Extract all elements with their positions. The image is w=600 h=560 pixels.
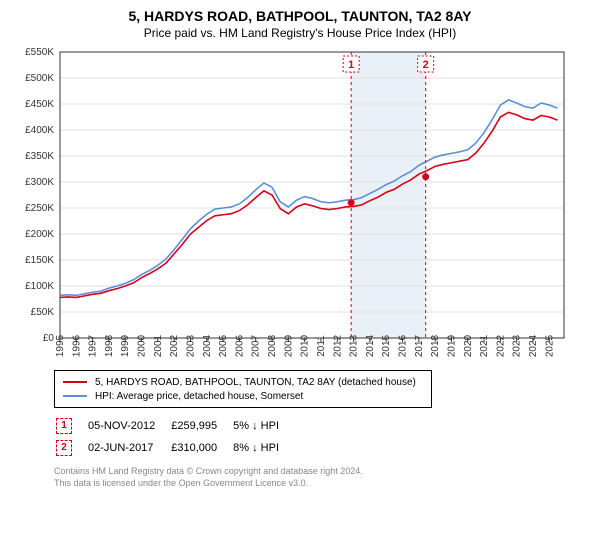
svg-text:£50K: £50K <box>31 307 55 318</box>
svg-text:£350K: £350K <box>25 151 54 162</box>
legend-row: 5, HARDYS ROAD, BATHPOOL, TAUNTON, TA2 8… <box>63 375 423 389</box>
sale-delta: 8% ↓ HPI <box>233 438 293 458</box>
legend-label: HPI: Average price, detached house, Some… <box>95 391 303 402</box>
svg-text:£550K: £550K <box>25 47 54 58</box>
legend-swatch <box>63 381 87 383</box>
sale-price: £310,000 <box>171 438 231 458</box>
sale-date: 05-NOV-2012 <box>88 416 169 436</box>
svg-text:£500K: £500K <box>25 73 54 84</box>
footnote: Contains HM Land Registry data © Crown c… <box>54 466 588 489</box>
table-row: 1 05-NOV-2012£259,9955% ↓ HPI <box>56 416 293 436</box>
sale-delta: 5% ↓ HPI <box>233 416 293 436</box>
svg-text:£400K: £400K <box>25 125 54 136</box>
svg-text:£0: £0 <box>43 333 55 344</box>
sales-table: 1 05-NOV-2012£259,9955% ↓ HPI 2 02-JUN-2017… <box>54 414 295 460</box>
sale-date: 02-JUN-2017 <box>88 438 169 458</box>
price-chart: £0 £50K £100K £150K £200K £250K £300K £350K £400… <box>12 46 572 366</box>
legend-label: 5, HARDYS ROAD, BATHPOOL, TAUNTON, TA2 8… <box>95 377 416 388</box>
footnote-line: This data is licensed under the Open Gov… <box>54 478 588 490</box>
svg-text:1: 1 <box>348 59 354 71</box>
svg-text:£300K: £300K <box>25 177 54 188</box>
sale-price: £259,995 <box>171 416 231 436</box>
legend-row: HPI: Average price, detached house, Some… <box>63 389 423 403</box>
page-title: 5, HARDYS ROAD, BATHPOOL, TAUNTON, TA2 8… <box>12 8 588 24</box>
svg-text:£450K: £450K <box>25 99 54 110</box>
page-subtitle: Price paid vs. HM Land Registry's House … <box>12 26 588 40</box>
table-row: 2 02-JUN-2017£310,0008% ↓ HPI <box>56 438 293 458</box>
legend-swatch <box>63 395 87 397</box>
svg-text:£200K: £200K <box>25 229 54 240</box>
legend: 5, HARDYS ROAD, BATHPOOL, TAUNTON, TA2 8… <box>54 370 432 408</box>
sale-marker: 2 <box>56 440 72 456</box>
sale-marker: 1 <box>56 418 72 434</box>
footnote-line: Contains HM Land Registry data © Crown c… <box>54 466 588 478</box>
svg-text:£250K: £250K <box>25 203 54 214</box>
svg-text:£150K: £150K <box>25 255 54 266</box>
svg-text:2: 2 <box>423 59 429 71</box>
svg-text:£100K: £100K <box>25 281 54 292</box>
